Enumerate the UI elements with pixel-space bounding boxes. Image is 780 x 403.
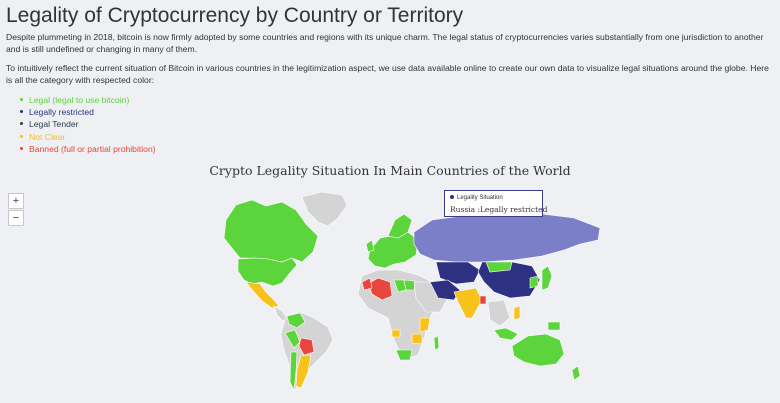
region-morocco[interactable] [361,277,373,291]
tooltip-header: Legality Situation [450,195,503,201]
bullet-icon [20,134,23,138]
region-egypt[interactable] [403,279,416,291]
region-korea[interactable] [529,275,539,289]
page-title: Legality of Cryptocurrency by Country or… [6,4,464,27]
region-uk[interactable] [365,239,375,253]
map-tooltip: Legality Situation Russia :Legally restr… [444,190,547,217]
region-west-africa[interactable] [391,329,401,338]
tooltip-text: Russia :Legally restricted [450,205,548,214]
region-new-guinea[interactable] [547,321,561,331]
region-new-zealand[interactable] [571,365,581,381]
region-southeast-asia[interactable] [487,299,511,327]
region-scandinavia[interactable] [387,213,413,239]
category-item-banned: Banned (full or partial prohibition) [20,143,156,155]
region-canada[interactable] [223,199,319,263]
category-item-restricted: Legally restricted [20,106,156,118]
category-label: Legal Tender [29,119,79,130]
category-item-not-clear: Not Clear [20,131,156,143]
tooltip-series: Legality Situation [457,195,503,201]
region-philippines[interactable] [513,305,521,321]
region-chile[interactable] [289,351,298,392]
bullet-icon [20,146,23,150]
intro-paragraph: Despite plummeting in 2018, bitcoin is n… [6,32,764,54]
region-tanzania[interactable] [411,333,423,345]
region-algeria[interactable] [367,277,393,301]
region-usa[interactable] [237,257,298,287]
map-title: Crypto Legality Situation In Main Countr… [209,163,571,178]
bullet-icon [20,122,23,126]
category-label: Legally restricted [29,107,94,118]
region-argentina[interactable] [295,354,312,389]
region-madagascar[interactable] [433,335,440,351]
region-japan[interactable] [541,265,553,291]
zoom-out-button[interactable]: − [8,210,24,226]
region-europe[interactable] [367,231,419,269]
region-greenland[interactable] [301,191,348,227]
region-south-africa[interactable] [395,349,413,361]
region-india[interactable] [453,287,483,319]
category-list: Legal (legal to use bitcoin) Legally res… [20,94,156,155]
category-label: Banned (full or partial prohibition) [29,143,156,154]
region-mongolia[interactable] [485,261,513,273]
category-label: Legal (legal to use bitcoin) [29,95,130,105]
category-label: Not Clear [29,131,66,142]
category-item-legal-tender: Legal Tender [20,118,156,130]
bullet-icon [20,98,23,101]
category-item-legal: Legal (legal to use bitcoin) [20,94,156,106]
zoom-in-button[interactable]: + [8,193,24,209]
region-mexico[interactable] [245,281,280,309]
region-bangladesh[interactable] [479,295,487,305]
region-ethiopia[interactable] [419,317,431,333]
region-bolivia[interactable] [298,337,315,356]
method-paragraph: To intuitively reflect the current situa… [6,63,769,85]
bullet-icon [20,110,23,114]
series-dot-icon [450,195,454,199]
region-australia[interactable] [511,333,565,367]
region-indonesia[interactable] [493,327,519,341]
region-colombia[interactable] [286,312,306,329]
region-russia[interactable] [413,213,601,263]
region-kazakhstan[interactable] [435,261,481,285]
